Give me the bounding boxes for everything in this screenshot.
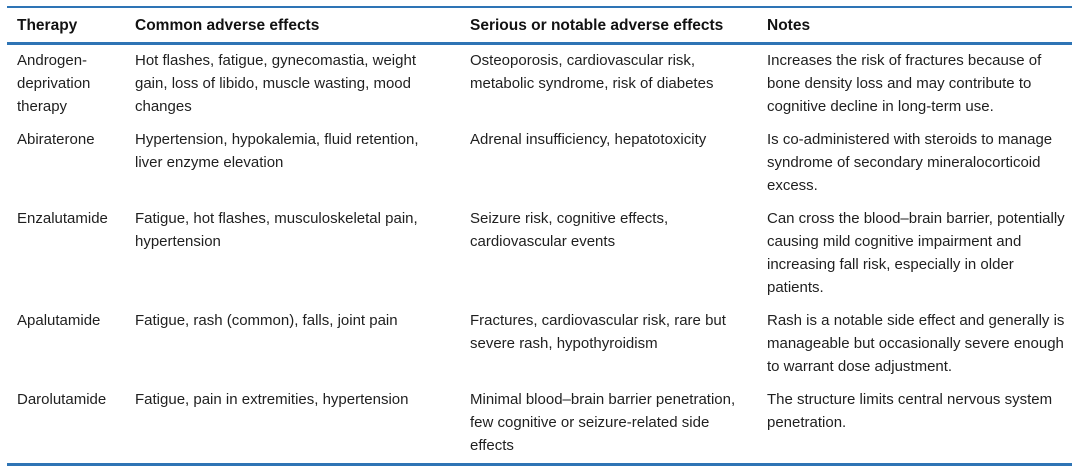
- col-header-therapy: Therapy: [7, 7, 135, 45]
- cell-notes: Increases the risk of fractures because …: [767, 52, 1042, 115]
- table-row: Apalutamide Fatigue, rash (common), fall…: [7, 305, 1072, 384]
- cell-common-adverse-effects: Fatigue, pain in extremities, hypertensi…: [135, 391, 409, 408]
- table-row: Androgen-deprivation therapy Hot flashes…: [7, 44, 1072, 125]
- table-row: Enzalutamide Fatigue, hot flashes, muscu…: [7, 203, 1072, 305]
- adverse-effects-table-wrap: Therapy Common adverse effects Serious o…: [7, 6, 1072, 466]
- cell-therapy: Enzalutamide: [17, 210, 108, 227]
- cell-serious-adverse-effects: Adrenal insufficiency, hepatotoxicity: [470, 131, 707, 148]
- cell-serious-adverse-effects: Seizure risk, cognitive effects, cardiov…: [470, 210, 669, 250]
- cell-serious-adverse-effects: Fractures, cardiovascular risk, rare but…: [470, 312, 726, 352]
- cell-common-adverse-effects: Fatigue, rash (common), falls, joint pai…: [135, 312, 398, 329]
- cell-notes: Can cross the blood–brain barrier, poten…: [767, 210, 1065, 296]
- col-header-notes: Notes: [767, 7, 1072, 45]
- cell-notes: Rash is a notable side effect and genera…: [767, 312, 1065, 375]
- adverse-effects-table: Therapy Common adverse effects Serious o…: [7, 6, 1072, 466]
- table-row: Abiraterone Hypertension, hypokalemia, f…: [7, 124, 1072, 203]
- cell-common-adverse-effects: Hypertension, hypokalemia, fluid retenti…: [135, 131, 419, 171]
- cell-therapy: Androgen-deprivation therapy: [17, 52, 91, 115]
- cell-serious-adverse-effects: Minimal blood–brain barrier penetration,…: [470, 391, 736, 454]
- cell-common-adverse-effects: Fatigue, hot flashes, musculoskeletal pa…: [135, 210, 418, 250]
- cell-common-adverse-effects: Hot flashes, fatigue, gynecomastia, weig…: [135, 52, 416, 115]
- cell-notes: Is co-administered with steroids to mana…: [767, 131, 1053, 194]
- cell-serious-adverse-effects: Osteoporosis, cardiovascular risk, metab…: [470, 52, 714, 92]
- header-row: Therapy Common adverse effects Serious o…: [7, 7, 1072, 45]
- cell-therapy: Darolutamide: [17, 391, 107, 408]
- col-header-serious-adverse-effects: Serious or notable adverse effects: [470, 7, 767, 45]
- table-row: Darolutamide Fatigue, pain in extremitie…: [7, 384, 1072, 465]
- cell-notes: The structure limits central nervous sys…: [767, 391, 1053, 431]
- col-header-common-adverse-effects: Common adverse effects: [135, 7, 470, 45]
- cell-therapy: Apalutamide: [17, 312, 101, 329]
- cell-therapy: Abiraterone: [17, 131, 95, 148]
